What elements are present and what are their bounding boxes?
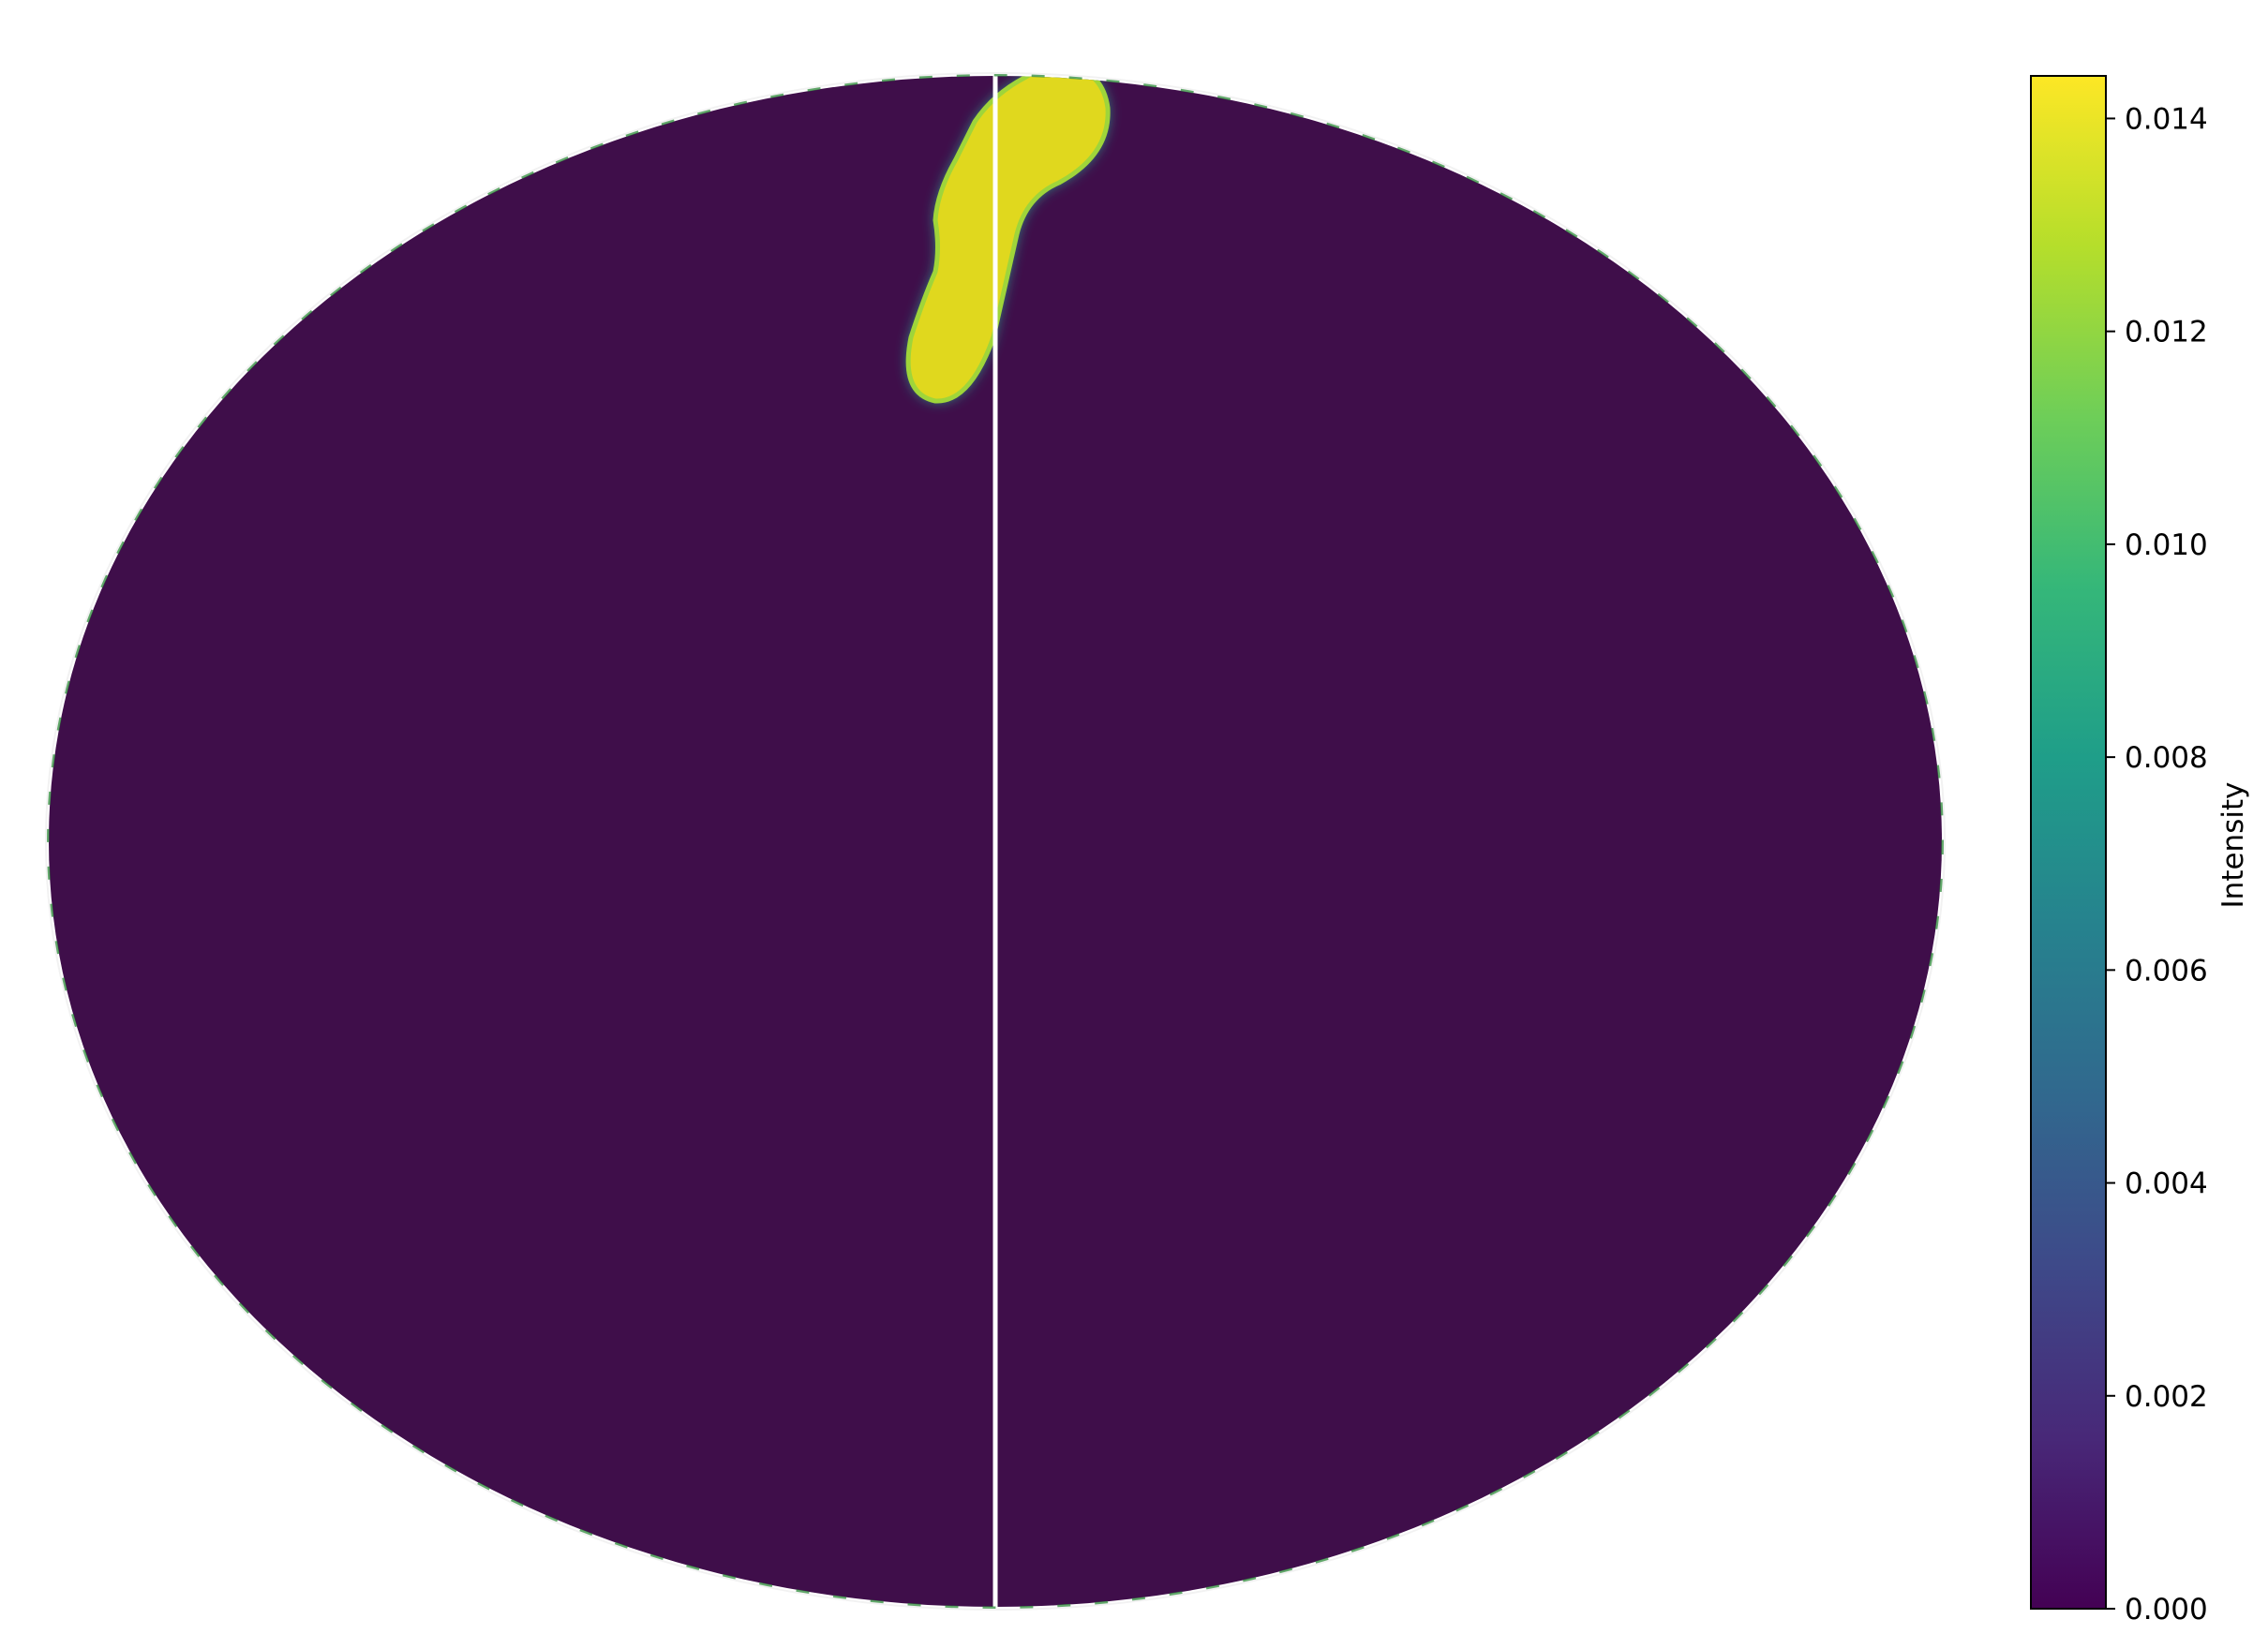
- colorbar-tick-label: 0.010: [2125, 528, 2208, 562]
- sky-map: [46, 66, 1945, 1610]
- colorbar-label: Intensity: [2216, 782, 2250, 909]
- colorbar: 0.000 0.002 0.004 0.006 0.008 0.010 0.012 0.014…: [2031, 76, 2250, 1627]
- colorbar-tick-label: 0.012: [2125, 316, 2208, 349]
- colorbar-tick-label: 0.004: [2125, 1167, 2208, 1201]
- colorbar-tick-label: 0.008: [2125, 741, 2208, 775]
- colorbar-tick-label: 0.014: [2125, 102, 2208, 136]
- colorbar-gradient: [2031, 76, 2106, 1609]
- colorbar-tick-label: 0.002: [2125, 1380, 2208, 1414]
- colorbar-tick-label: 0.006: [2125, 954, 2208, 988]
- colorbar-tick-label: 0.000: [2125, 1593, 2208, 1627]
- colorbar-ticks: 0.000 0.002 0.004 0.006 0.008 0.010 0.012 0.014: [2106, 102, 2208, 1627]
